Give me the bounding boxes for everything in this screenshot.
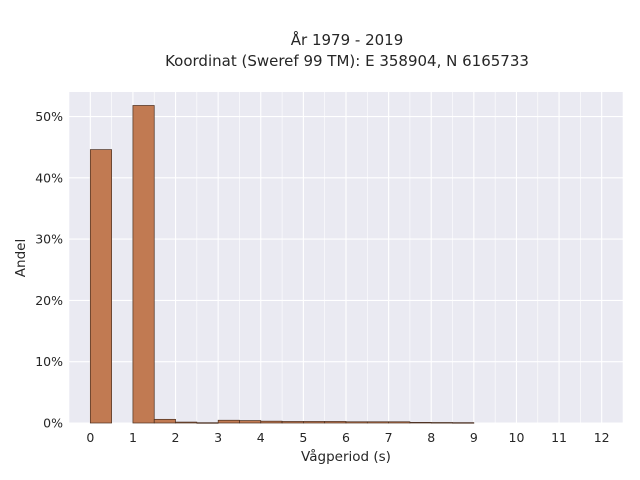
x-tick-label: 4: [257, 430, 265, 445]
histogram-bar: [153, 418, 176, 424]
y-tick-label: 40%: [35, 170, 63, 185]
histogram-bar: [196, 422, 219, 424]
histogram-bar: [132, 105, 155, 424]
histogram-bar: [409, 422, 432, 424]
x-tick-label: 3: [214, 430, 222, 445]
histogram-bar: [239, 420, 262, 424]
y-tick-label: 10%: [35, 354, 63, 369]
y-tick-label: 0%: [43, 416, 63, 431]
y-axis-label: Andel: [13, 239, 29, 277]
x-tick-label: 6: [342, 430, 350, 445]
y-axis-ticks: 0% 10% 20% 30% 40% 50%: [35, 109, 63, 430]
x-tick-label: 7: [385, 430, 393, 445]
x-axis-label: Vågperiod (s): [301, 448, 391, 465]
x-tick-label: 1: [129, 430, 137, 445]
x-tick-label: 9: [470, 430, 478, 445]
x-tick-label: 2: [172, 430, 180, 445]
chart-title: År 1979 - 2019: [291, 30, 404, 49]
histogram-bar: [260, 420, 283, 424]
histogram-bar: [89, 149, 112, 424]
x-tick-label: 11: [551, 430, 567, 445]
y-tick-label: 30%: [35, 232, 63, 247]
y-tick-label: 50%: [35, 109, 63, 124]
x-tick-label: 12: [594, 430, 610, 445]
x-tick-label: 8: [427, 430, 435, 445]
x-axis-ticks: 0 1 2 3 4 5 6 7 8 9 10 11 12: [86, 430, 609, 445]
x-tick-label: 5: [299, 430, 307, 445]
histogram-bar: [366, 421, 389, 424]
histogram-bar: [175, 421, 198, 424]
histogram-bar: [452, 422, 475, 424]
x-tick-label: 10: [509, 430, 525, 445]
histogram-bar: [217, 419, 240, 424]
histogram-bar: [388, 421, 411, 424]
bars: [89, 105, 475, 424]
y-tick-label: 20%: [35, 293, 63, 308]
x-tick-label: 0: [86, 430, 94, 445]
histogram-bar: [281, 421, 304, 424]
histogram-bar: [303, 421, 326, 424]
chart-subtitle: Koordinat (Sweref 99 TM): E 358904, N 61…: [165, 52, 529, 70]
histogram-bar: [324, 421, 347, 424]
histogram-bar: [430, 422, 453, 424]
histogram-bar: [345, 421, 368, 424]
